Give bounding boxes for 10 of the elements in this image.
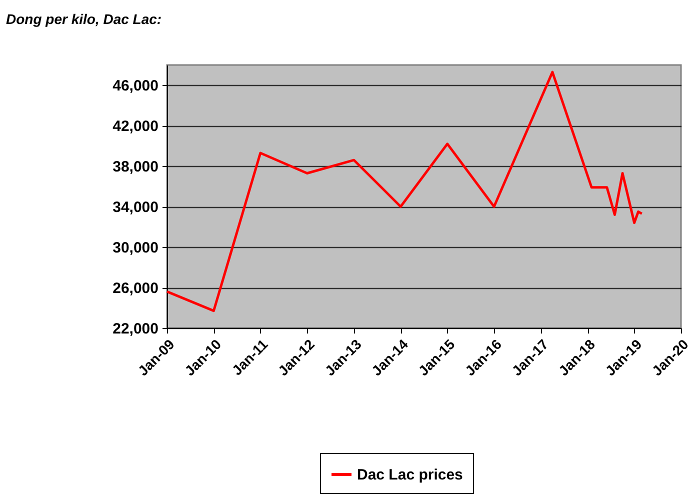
legend-label: Dac Lac prices [357,466,463,484]
y-tick-label: 46,000 [112,78,158,95]
y-tick-label: 42,000 [112,118,158,136]
line-series [166,70,644,312]
y-tick-label: 30,000 [112,240,158,257]
y-tick-label: 26,000 [112,280,158,298]
y-tick-label: 38,000 [112,158,158,176]
y-tick-label: 34,000 [112,199,158,216]
chart-title: Dong per kilo, Dac Lac: [6,11,162,27]
y-tick-label: 22,000 [112,320,158,338]
